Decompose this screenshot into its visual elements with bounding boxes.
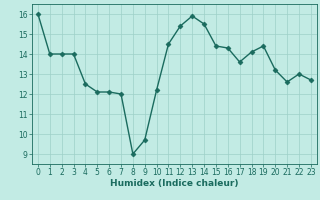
X-axis label: Humidex (Indice chaleur): Humidex (Indice chaleur)	[110, 179, 239, 188]
